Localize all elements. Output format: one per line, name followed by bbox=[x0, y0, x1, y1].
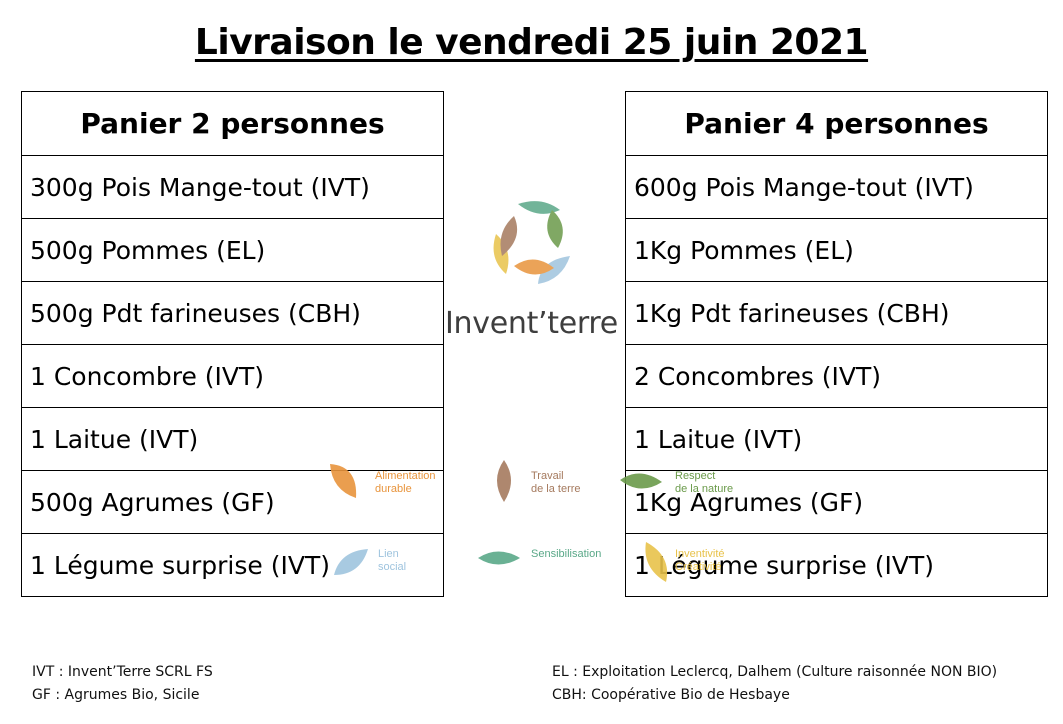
legend-gf: GF : Agrumes Bio, Sicile bbox=[32, 687, 200, 703]
leaf-icon bbox=[478, 551, 520, 565]
legend-ivt: IVT : Invent’Terre SCRL FS bbox=[32, 664, 213, 680]
value-line: social bbox=[378, 561, 407, 573]
panier-2-item: 1 Laitue (IVT) bbox=[21, 407, 444, 471]
panier-2-item: 1 Légume surprise (IVT) bbox=[21, 533, 444, 597]
value-line: de la terre bbox=[531, 483, 581, 495]
panier-2-header: Panier 2 personnes bbox=[21, 91, 444, 156]
panier-4-header: Panier 4 personnes bbox=[625, 91, 1048, 156]
panier-2-item: 300g Pois Mange-tout (IVT) bbox=[21, 155, 444, 219]
leaf-icon bbox=[620, 473, 662, 489]
legend-cbh: CBH: Coopérative Bio de Hesbaye bbox=[552, 687, 790, 703]
value-line: Respect bbox=[675, 470, 716, 482]
logo-name: Invent’terre bbox=[445, 306, 618, 341]
value-sensibilisation: Sensibilisation bbox=[531, 548, 601, 561]
panier-2-table: Panier 2 personnes 300g Pois Mange-tout … bbox=[21, 91, 444, 597]
leaf-icon bbox=[330, 464, 357, 498]
legend-el: EL : Exploitation Leclercq, Dalhem (Cult… bbox=[552, 664, 998, 680]
panier-4-item: 1Kg Pommes (EL) bbox=[625, 218, 1048, 282]
value-line: Inventivité bbox=[675, 548, 725, 560]
panier-4-table: Panier 4 personnes 600g Pois Mange-tout … bbox=[625, 91, 1048, 597]
value-inventivite: Inventivité Créativité bbox=[675, 548, 725, 574]
page-title: Livraison le vendredi 25 juin 2021 bbox=[194, 22, 869, 63]
panier-4-item: 1Kg Agrumes (GF) bbox=[625, 470, 1048, 534]
value-line: Alimentation bbox=[375, 470, 436, 482]
panier-2-item: 500g Pommes (EL) bbox=[21, 218, 444, 282]
value-lien-social: Lien social bbox=[378, 548, 406, 574]
value-respect: Respect de la nature bbox=[675, 470, 733, 496]
panier-2-item: 500g Agrumes (GF) bbox=[21, 470, 444, 534]
value-line: Sensibilisation bbox=[531, 548, 602, 560]
panier-4-item: 600g Pois Mange-tout (IVT) bbox=[625, 155, 1048, 219]
leaf-icon bbox=[645, 542, 668, 582]
leaf-icon bbox=[334, 549, 368, 575]
panier-4-item: 2 Concombres (IVT) bbox=[625, 344, 1048, 408]
panier-4-item: 1 Légume surprise (IVT) bbox=[625, 533, 1048, 597]
leaves-logo-icon bbox=[493, 201, 570, 284]
value-line: Travail bbox=[531, 470, 564, 482]
value-line: Créativité bbox=[675, 561, 722, 573]
value-line: durable bbox=[375, 483, 412, 495]
panier-2-item: 500g Pdt farineuses (CBH) bbox=[21, 281, 444, 345]
value-alimentation: Alimentation durable bbox=[375, 470, 436, 496]
panier-4-item: 1Kg Pdt farineuses (CBH) bbox=[625, 281, 1048, 345]
value-travail: Travail de la terre bbox=[531, 470, 581, 496]
panier-2-item: 1 Concombre (IVT) bbox=[21, 344, 444, 408]
panier-4-item: 1 Laitue (IVT) bbox=[625, 407, 1048, 471]
value-line: Lien bbox=[378, 548, 399, 560]
value-line: de la nature bbox=[675, 483, 734, 495]
leaf-icon bbox=[497, 460, 511, 502]
